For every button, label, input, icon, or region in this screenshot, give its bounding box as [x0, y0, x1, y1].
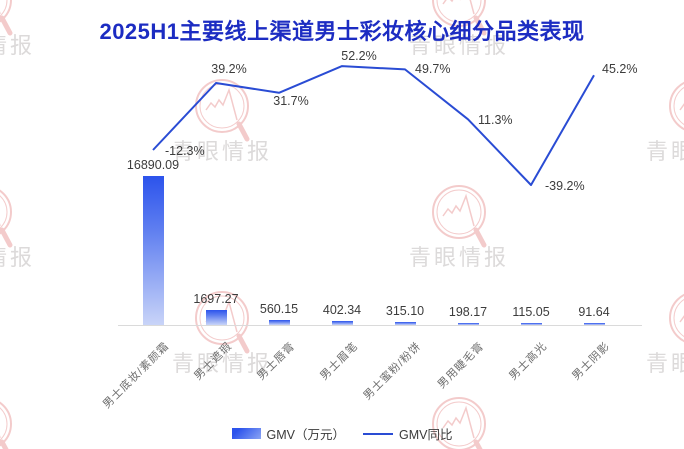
legend-item-gmv: GMV（万元）: [231, 424, 345, 443]
chart-title: 2025H1主要线上渠道男士彩妆核心细分品类表现: [99, 19, 585, 44]
line-point-label: 31.7%: [273, 93, 309, 108]
line-point-label: -12.3%: [165, 143, 205, 158]
bar: [520, 323, 542, 325]
bar: [394, 322, 416, 325]
bar: [142, 176, 164, 325]
line-point-label: 39.2%: [211, 62, 247, 77]
bar-value-label: 115.05: [512, 305, 550, 319]
bar-value-label: 560.15: [259, 302, 299, 317]
line-point-label: -39.2%: [545, 178, 585, 193]
line-point-label: 49.7%: [415, 62, 451, 77]
bar: [268, 320, 290, 325]
legend-line-swatch-icon: [363, 432, 393, 435]
bar-value-label: 315.10: [385, 304, 425, 319]
bar-value-label: 198.17: [448, 305, 488, 319]
legend-bar-label: GMV（万元）: [266, 428, 345, 442]
bar-value-label: 91.64: [578, 305, 610, 319]
legend-item-yoy: GMV同比: [363, 424, 452, 443]
bar: [583, 323, 605, 325]
legend-bar-swatch-icon: [231, 428, 261, 439]
x-axis-line: [118, 325, 642, 326]
line-point-label: 11.3%: [478, 113, 513, 128]
bar-value-label: 402.34: [322, 303, 362, 318]
bar-value-label: 16890.09: [126, 158, 180, 172]
bar: [331, 321, 353, 325]
legend-line-label: GMV同比: [399, 428, 453, 442]
line-point-label: 45.2%: [602, 62, 638, 77]
line-point-label: 52.2%: [341, 49, 377, 64]
bar: [457, 323, 479, 325]
legend: GMV（万元） GMV同比: [0, 424, 684, 443]
